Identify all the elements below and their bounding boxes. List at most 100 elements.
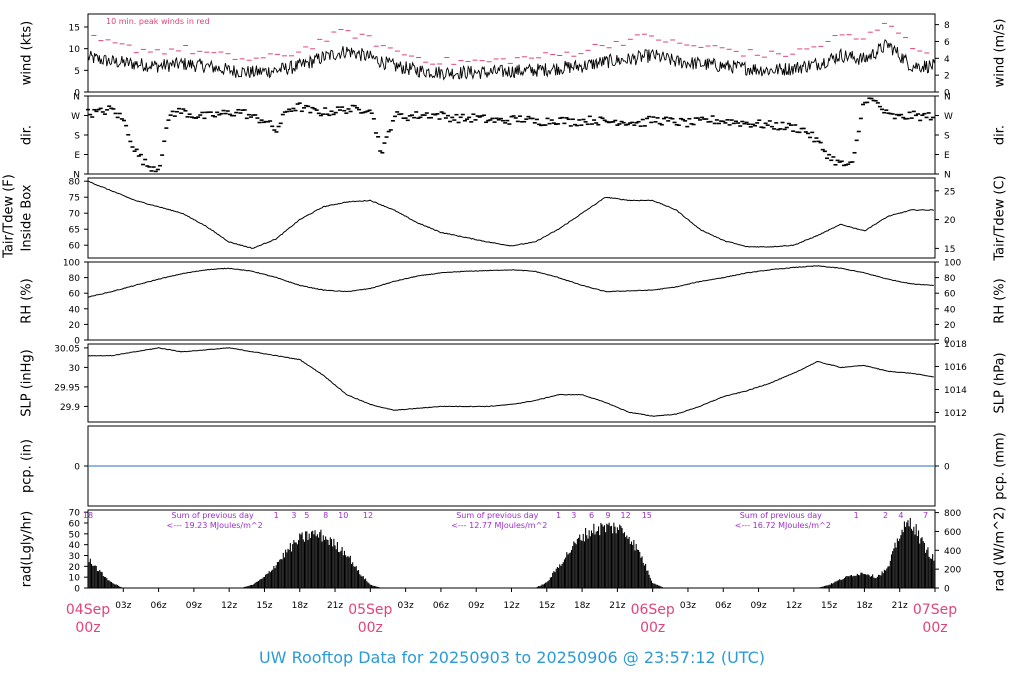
date-label-day: 07Sep — [913, 602, 957, 618]
wind-left-tick-label: 10 — [69, 45, 81, 55]
slp-frame — [87, 343, 936, 423]
rh-panel: 0 20 40 60 80 100 0 20 40 60 80 100 RH (%) RH (%) — [20, 259, 1008, 347]
time-axis-tick-label: 18z — [292, 601, 308, 611]
radiation-hour-mark: 9 — [605, 511, 610, 520]
pcp-panel: 0 0 pcp. (in) pcp. (mm) — [20, 425, 1008, 507]
wind-right-tick-label: 4 — [944, 55, 950, 65]
rh-left-tick-label: 0 — [74, 337, 80, 347]
time-axis-tick-label: 18z — [856, 601, 872, 611]
rad-right-axis-title: rad (W/m^2) — [993, 507, 1008, 592]
date-label-day: 05Sep — [348, 602, 392, 618]
slp-panel: 29.9 29.95 30 30.05 1012 1014 1016 1018 SLP (inH… — [20, 340, 1008, 423]
pcp-left-axis-title: pcp. (in) — [20, 439, 35, 493]
radiation-hour-mark: 1 — [274, 511, 279, 520]
pcp-right-tick-label: 0 — [944, 463, 950, 473]
slp-left-tick-label: 29.9 — [60, 403, 80, 413]
rad-left-tick-label: 70 — [69, 509, 81, 519]
dir-right-tick-label: S — [944, 132, 950, 142]
date-label-time: 00z — [358, 620, 383, 636]
radiation-hour-mark: 12 — [363, 511, 373, 520]
radiation-hour-mark: 4 — [898, 511, 903, 520]
wind-left-tick-label: 0 — [74, 89, 80, 99]
time-axis-tick-label: 06z — [715, 601, 731, 611]
rad-left-tick-label: 60 — [69, 520, 81, 530]
rad-right-tick-label: 400 — [944, 547, 961, 557]
time-axis-tick-label: 12z — [503, 601, 519, 611]
rh-left-tick-label: 100 — [63, 259, 80, 269]
time-axis-tick-label: 03z — [680, 601, 696, 611]
time-axis-tick-label: 12z — [221, 601, 237, 611]
time-axis-tick-label: 03z — [115, 601, 131, 611]
wind-frame — [87, 13, 936, 93]
slp-right-tick-label: 1018 — [944, 340, 967, 350]
radiation-sum-value: <--- 19.23 MJoules/m^2 — [167, 521, 263, 530]
time-axis-tick-label: 09z — [750, 601, 766, 611]
dir-right-tick-label: N — [944, 93, 951, 103]
rad-right-tick-label: 800 — [944, 509, 961, 519]
dir-left-axis-title: dir. — [20, 125, 35, 145]
radiation-hour-mark: 18 — [83, 511, 93, 520]
time-axis-tick-label: 09z — [468, 601, 484, 611]
rh-left-tick-label: 20 — [69, 321, 81, 331]
radiation-sum-value: <--- 12.77 MJoules/m^2 — [451, 521, 547, 530]
rad-left-tick-label: 30 — [69, 552, 81, 562]
temp-left-axis-title: Tair/Tdew (F) — [2, 174, 17, 259]
dir-left-tick-label: S — [74, 132, 80, 142]
wind-right-axis-title: wind (m/s) — [993, 19, 1008, 88]
rh-left-axis-title: RH (%) — [20, 278, 35, 323]
slp-trace — [87, 347, 934, 417]
temp-left-tick-label: 60 — [69, 242, 81, 252]
dir-left-tick-label: W — [71, 112, 80, 122]
wind-left-tick-label: 15 — [69, 24, 80, 34]
slp-left-tick-label: 30.05 — [54, 344, 80, 354]
radiation-sum-label: Sum of previous day — [456, 511, 538, 520]
time-axis-tick-label: 12z — [786, 601, 802, 611]
dir-left-tick-label: E — [74, 151, 80, 161]
wind-panel: 0 5 10 15 0 2 4 6 8 wind (kts) wind (m/s) 10 min. p… — [20, 13, 1008, 99]
temp-left-tick-label: 75 — [69, 194, 80, 204]
temp-panel: 60 65 70 75 80 15 20 25 Tair/Tdew (F) Inside Box T… — [2, 174, 1008, 261]
wind-right-tick-label: 6 — [944, 38, 950, 48]
rh-trace — [87, 265, 934, 298]
time-axis-tick-label: 15z — [539, 601, 555, 611]
rad-left-tick-label: 50 — [69, 530, 81, 540]
rh-frame — [87, 261, 936, 341]
wind-right-tick-label: 8 — [944, 21, 950, 31]
temp-right-tick-label: 15 — [944, 245, 955, 255]
slp-right-tick-label: 1016 — [944, 363, 967, 373]
wind-left-tick-label: 5 — [74, 67, 80, 77]
dir-right-axis-title: dir. — [993, 125, 1008, 145]
temp-right-axis-title: Tair/Tdew (C) — [993, 175, 1008, 261]
rh-left-tick-label: 40 — [69, 305, 81, 315]
date-label-time: 00z — [640, 620, 665, 636]
rh-right-tick-label: 80 — [944, 274, 956, 284]
time-axis-tick-label: 06z — [433, 601, 449, 611]
pcp-left-tick-label: 0 — [74, 463, 80, 473]
radiation-sum-value: <--- 16.72 MJoules/m^2 — [735, 521, 831, 530]
time-axis-tick-label: 18z — [574, 601, 590, 611]
slp-left-tick-label: 29.95 — [54, 383, 80, 393]
radiation-hour-mark: 3 — [571, 511, 576, 520]
radiation-hour-mark: 10 — [338, 511, 348, 520]
rh-right-axis-title: RH (%) — [993, 278, 1008, 323]
rad-left-tick-label: 10 — [69, 574, 81, 584]
radiation-hour-mark: 1 — [556, 511, 561, 520]
rad-left-tick-label: 0 — [74, 585, 80, 595]
time-axis-tick-label: 21z — [327, 601, 343, 611]
rad-left-tick-label: 20 — [69, 563, 81, 573]
wind-right-tick-label: 0 — [944, 89, 950, 99]
dir-left-tick-label: N — [73, 171, 80, 181]
time-axis-tick-label: 15z — [256, 601, 272, 611]
rad-right-tick-label: 600 — [944, 528, 961, 538]
rad-left-axis-title: rad(Lgly/hr) — [20, 511, 35, 587]
dir-right-tick-label: E — [944, 151, 950, 161]
time-axis-tick-label: 06z — [150, 601, 166, 611]
rh-right-tick-label: 0 — [944, 337, 950, 347]
date-label-time: 00z — [922, 620, 947, 636]
time-axis-tick-label: 09z — [186, 601, 202, 611]
date-label-day: 06Sep — [631, 602, 675, 618]
radiation-hour-mark: 12 — [621, 511, 631, 520]
temp-trace — [87, 180, 934, 249]
